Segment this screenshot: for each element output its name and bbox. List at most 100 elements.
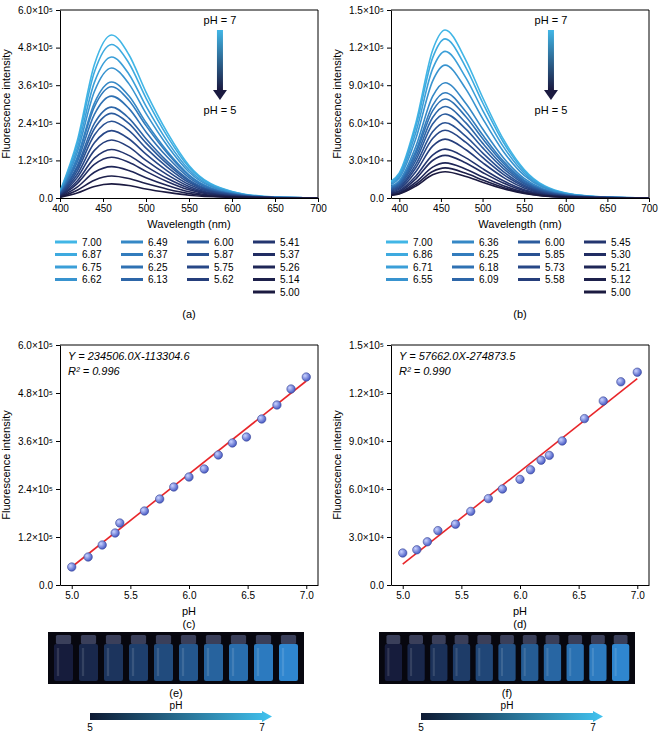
vial-body — [79, 644, 98, 681]
vial-highlight — [157, 648, 159, 676]
y-tick: 6.0×10⁵ — [18, 340, 60, 351]
x-tick: 5.5 — [455, 585, 469, 601]
equation: R² = 0.996 — [68, 365, 121, 377]
x-tick: 700 — [310, 198, 327, 214]
x-tick-mark — [441, 198, 442, 202]
y-tick-label: 1.2×10⁵ — [349, 388, 384, 399]
legend-swatch — [584, 241, 606, 244]
data-point — [413, 546, 421, 554]
panel-label: (a) — [182, 308, 195, 320]
x-tick: 7.0 — [631, 585, 645, 601]
y-axis: 0.01.2×10⁵2.4×10⁵3.6×10⁵4.8×10⁵6.0×10⁵ — [18, 340, 61, 591]
y-tick-label: 6.0×10⁵ — [18, 340, 53, 351]
x-tick-label: 5.0 — [65, 590, 79, 601]
panel-label: (b) — [513, 308, 526, 320]
y-tick-mark — [56, 48, 60, 49]
y-tick: 9.0×10⁴ — [349, 80, 391, 91]
photo-background — [48, 632, 304, 684]
plot-area — [68, 373, 311, 571]
vial-cap — [409, 635, 423, 644]
data-point — [98, 541, 106, 549]
x-tick-label: 550 — [516, 203, 533, 214]
vial-body — [567, 644, 584, 681]
data-point — [242, 433, 250, 441]
y-tick-mark — [56, 198, 60, 199]
frame-top — [60, 10, 318, 11]
x-tick: 450 — [95, 198, 112, 214]
y-axis-line — [60, 11, 61, 199]
frame-right — [649, 345, 650, 585]
legend-swatch — [253, 291, 275, 294]
x-tick-label: 600 — [224, 203, 241, 214]
x-tick-label: 500 — [475, 203, 492, 214]
legend-swatch — [386, 278, 408, 281]
y-tick-label: 2.4×10⁵ — [18, 484, 53, 495]
spectrum-line — [60, 149, 318, 198]
spectrum-line — [60, 87, 318, 198]
spectrum-line — [391, 155, 649, 198]
vial-highlight — [132, 648, 134, 676]
vial-highlight — [82, 648, 84, 676]
x-tick: 700 — [641, 198, 658, 214]
panel-label: (c) — [183, 618, 196, 630]
x-tick: 400 — [52, 198, 69, 214]
spectrum-line — [60, 167, 318, 198]
frame-right — [649, 10, 650, 198]
vial-highlight — [615, 648, 617, 676]
data-point — [273, 401, 281, 409]
legend-swatch — [452, 253, 474, 256]
legend-swatch — [121, 266, 143, 269]
annotation: pH = 7 — [204, 14, 237, 26]
panel: 5.05.56.06.57.00.03.0×10⁴6.0×10⁴9.0×10⁴1… — [331, 340, 650, 630]
data-point — [84, 553, 92, 561]
y-tick-label: 6.0×10⁴ — [349, 484, 384, 495]
spectrum-line — [60, 44, 318, 198]
y-tick: 0.0 — [39, 580, 60, 591]
y-tick: 0.0 — [370, 193, 391, 204]
y-tick-mark — [56, 537, 60, 538]
arrow-tick-label: 7 — [259, 722, 265, 733]
data-point — [185, 473, 193, 481]
annotation-arrow-head — [213, 90, 227, 100]
legend-swatch — [187, 241, 209, 244]
legend-swatch — [253, 278, 275, 281]
vial-cap — [281, 635, 296, 644]
frame-top — [391, 345, 649, 346]
data-point — [399, 549, 407, 557]
legend-label: 5.12 — [611, 274, 631, 285]
spectrum-line — [391, 114, 649, 198]
annotation-arrow — [217, 30, 223, 90]
vial-cap — [523, 635, 537, 644]
vial-cap — [56, 635, 71, 644]
legend-label: 6.00 — [214, 237, 234, 248]
y-tick-label: 1.2×10⁵ — [18, 155, 53, 166]
legend-swatch — [386, 241, 408, 244]
x-tick: 600 — [558, 198, 575, 214]
vial-body — [279, 644, 298, 681]
x-tick-mark — [130, 585, 131, 589]
data-point — [434, 526, 442, 534]
y-tick-mark — [387, 441, 391, 442]
x-tick-mark — [399, 198, 400, 202]
equation: R² = 0.990 — [399, 365, 452, 377]
y-tick-label: 3.0×10⁴ — [349, 532, 384, 543]
data-point — [155, 495, 163, 503]
x-tick-mark — [637, 585, 638, 589]
legend-swatch — [55, 266, 77, 269]
x-tick: 6.5 — [241, 585, 255, 601]
frame-right — [318, 10, 319, 198]
spectrum-line — [391, 93, 649, 198]
spectrum-line — [391, 83, 649, 198]
spectrum-line — [60, 68, 318, 198]
vial-cap — [156, 635, 171, 644]
spectrum-line — [60, 107, 318, 198]
y-tick-mark — [387, 160, 391, 161]
y-tick-mark — [387, 345, 391, 346]
y-tick-mark — [56, 441, 60, 442]
arrow-title: pH — [501, 700, 514, 711]
legend-swatch — [55, 253, 77, 256]
y-tick: 1.5×10⁵ — [349, 340, 391, 351]
fit-line — [403, 379, 638, 565]
x-tick-mark — [483, 198, 484, 202]
y-axis: 0.03.0×10⁴6.0×10⁴9.0×10⁴1.2×10⁵1.5×10⁵ — [349, 340, 392, 591]
